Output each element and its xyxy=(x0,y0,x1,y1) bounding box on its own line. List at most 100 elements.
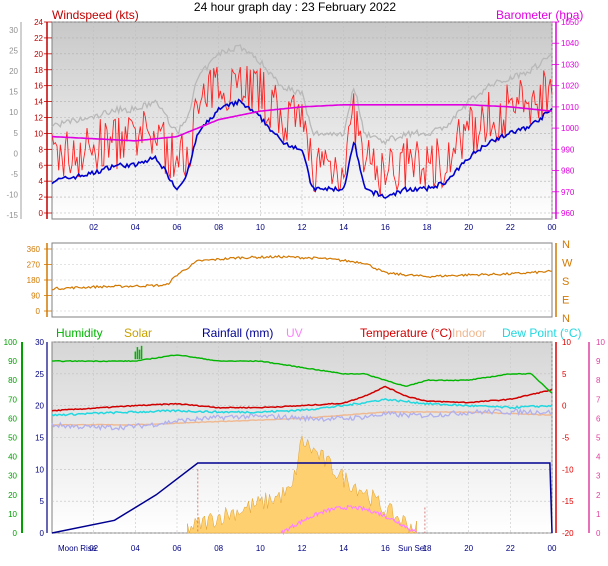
direction-degree-label: 0 xyxy=(36,307,41,316)
temp-x-tick-label: 18 xyxy=(423,544,432,553)
wind-barometer-panel: Windspeed (kts) Barometer (hpa) 02468101… xyxy=(6,8,583,232)
sun-set-label: Sun Set xyxy=(398,544,427,553)
temperature-humidity-panel: Humidity Solar Rainfall (mm) UV Temperature … xyxy=(4,326,606,553)
outer-left-tick-label: -15 xyxy=(6,211,18,220)
temp-right-tick-label: -5 xyxy=(562,434,570,443)
temp-right-tick-label: 10 xyxy=(562,338,571,347)
legend-entry: Dew Point (°C) xyxy=(502,326,581,340)
temp-right-tick-label: -15 xyxy=(562,497,574,506)
windspeed-tick-label: 24 xyxy=(34,18,43,27)
temp-panel-legend: Humidity Solar Rainfall (mm) UV Temperature … xyxy=(56,326,581,340)
temp-x-tick-label: 02 xyxy=(89,544,98,553)
wind-x-tick-label: 14 xyxy=(339,223,348,232)
legend-entry: UV xyxy=(286,326,303,340)
temp-right-tick-label: 0 xyxy=(562,402,567,411)
temp-left-tick-label: 5 xyxy=(40,497,45,506)
temp-left-tick-label: 25 xyxy=(35,370,44,379)
windspeed-tick-label: 8 xyxy=(39,145,44,154)
uv-tick-label: 3 xyxy=(596,472,601,481)
temperature-line xyxy=(51,385,553,412)
barometer-tick-label: 1010 xyxy=(561,103,579,112)
windspeed-tick-label: 16 xyxy=(34,82,43,91)
temp-x-tick-label: 00 xyxy=(548,544,557,553)
uv-line xyxy=(280,504,417,536)
humidity-tick-label: 50 xyxy=(8,434,17,443)
outer-left-tick-label: 30 xyxy=(9,26,18,35)
wind-direction-line xyxy=(51,254,552,291)
windspeed-tick-label: 4 xyxy=(39,177,44,186)
compass-label: N xyxy=(562,239,570,251)
barometer-tick-label: 970 xyxy=(561,188,575,197)
temp-right-tick-label: -10 xyxy=(562,465,574,474)
direction-degree-ticks: 0 90 180 270 360 xyxy=(27,243,52,317)
windspeed-tick-label: 12 xyxy=(34,114,43,123)
wind-x-tick-label: 08 xyxy=(214,223,223,232)
temp-x-tick-label: 04 xyxy=(131,544,140,553)
temp-x-tick-label: 08 xyxy=(214,544,223,553)
windspeed-tick-label: 6 xyxy=(39,161,44,170)
wind-x-tick-label: 00 xyxy=(548,223,557,232)
dewpoint-line xyxy=(51,397,553,417)
direction-degree-label: 360 xyxy=(27,245,41,254)
windspeed-tick-label: 20 xyxy=(34,50,43,59)
outer-left-tick-label: 15 xyxy=(9,88,18,97)
temp-right-tick-label: 5 xyxy=(562,370,567,379)
wind-x-ticks: 02 04 06 08 10 12 14 16 18 20 22 00 xyxy=(89,223,557,232)
wind-x-tick-label: 16 xyxy=(381,223,390,232)
astronomy-annotations: Moon Rise Sun Set xyxy=(58,469,427,553)
barometer-tick-label: 1050 xyxy=(561,18,579,27)
humidity-tick-label: 80 xyxy=(8,376,17,385)
barometer-tick-label: 1040 xyxy=(561,39,579,48)
wind-x-tick-label: 18 xyxy=(423,223,432,232)
humidity-line xyxy=(51,354,553,394)
temp-right-tick-label: -20 xyxy=(562,529,574,538)
outer-left-tick-label: 25 xyxy=(9,47,18,56)
outer-left-tick-label: -10 xyxy=(6,190,18,199)
windspeed-gust-line xyxy=(51,65,553,197)
barometer-axis-label: Barometer (hpa) xyxy=(496,8,583,22)
wind-x-tick-label: 22 xyxy=(506,223,515,232)
barometer-tick-label: 1020 xyxy=(561,82,579,91)
direction-degree-label: 180 xyxy=(27,276,41,285)
legend-entry: Humidity xyxy=(56,326,103,340)
humidity-tick-label: 10 xyxy=(8,510,17,519)
temp-x-tick-label: 14 xyxy=(339,544,348,553)
rainfall-line xyxy=(51,462,553,534)
temp-x-tick-label: 06 xyxy=(173,544,182,553)
uv-ticks: 0 1 2 3 4 5 6 7 8 9 10 xyxy=(588,338,605,538)
windspeed-tick-label: 2 xyxy=(39,193,44,202)
legend-entry: Indoor xyxy=(452,326,486,340)
outer-left-ticks: -15 -10 -5 0 5 10 15 20 25 30 xyxy=(6,22,22,220)
temp-right-ticks: -20 -15 -10 -5 0 5 10 xyxy=(555,338,574,538)
compass-label: N xyxy=(562,313,570,325)
direction-degree-label: 270 xyxy=(27,261,41,270)
windspeed-axis-label: Windspeed (kts) xyxy=(52,8,139,22)
direction-series xyxy=(51,254,552,291)
uv-tick-label: 4 xyxy=(596,453,601,462)
wind-series xyxy=(51,44,553,199)
humidity-tick-label: 100 xyxy=(4,338,18,347)
barometer-tick-label: 980 xyxy=(561,167,575,176)
moon-rise-label: Moon Rise xyxy=(58,544,97,553)
humidity-tick-label: 40 xyxy=(8,453,17,462)
temp-left-tick-label: 20 xyxy=(35,402,44,411)
outer-left-tick-label: 5 xyxy=(14,129,19,138)
uv-tick-label: 6 xyxy=(596,414,601,423)
temp-x-tick-label: 16 xyxy=(381,544,390,553)
humidity-tick-label: 90 xyxy=(8,357,17,366)
uv-tick-label: 9 xyxy=(596,357,601,366)
windspeed-tick-label: 14 xyxy=(34,98,43,107)
temp-x-tick-label: 12 xyxy=(298,544,307,553)
uv-tick-label: 0 xyxy=(596,529,601,538)
humidity-tick-label: 60 xyxy=(8,414,17,423)
apparent-temp-line xyxy=(51,407,553,432)
windspeed-average-line xyxy=(51,98,553,199)
uv-tick-label: 5 xyxy=(596,434,601,443)
uv-tick-label: 10 xyxy=(596,338,605,347)
wind-x-tick-label: 04 xyxy=(131,223,140,232)
temp-left-tick-label: 10 xyxy=(35,465,44,474)
graph-title: 24 hour graph day : 23 February 2022 xyxy=(194,0,396,14)
temp-left-tick-label: 15 xyxy=(35,434,44,443)
